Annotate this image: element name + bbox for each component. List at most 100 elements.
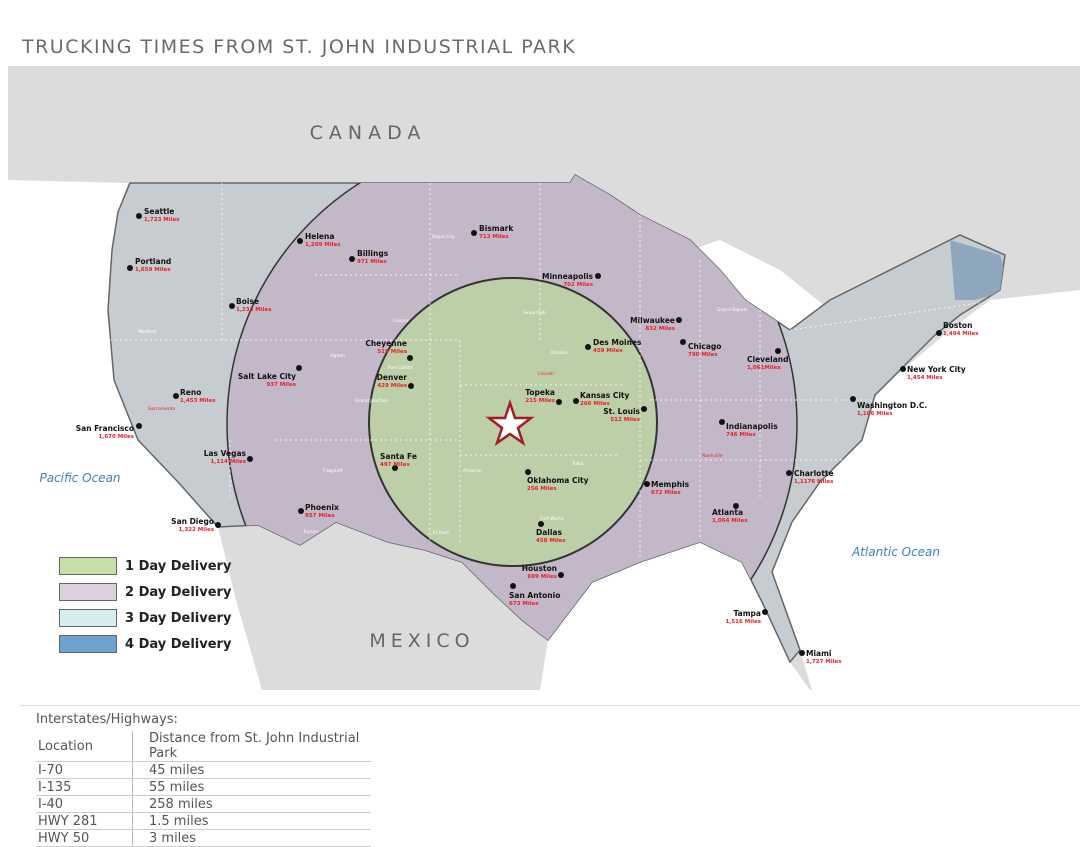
city-dot — [408, 383, 414, 389]
legend-swatch — [59, 609, 117, 627]
city-name: Billings — [357, 249, 389, 258]
city-dot — [556, 399, 562, 405]
city-name: Houston — [522, 564, 557, 573]
city-name: Bismark — [479, 224, 514, 233]
city-dot — [297, 238, 303, 244]
city-distance: 1,727 Miles — [806, 659, 842, 665]
city-distance: 1,670 Miles — [98, 434, 134, 440]
page-title: TRUCKING TIMES FROM ST. JOHN INDUSTRIAL … — [22, 36, 577, 58]
minor-city-label: El Paso — [433, 530, 449, 536]
city-dot — [349, 256, 355, 262]
city-name: San Antonio — [509, 591, 560, 600]
city-dot — [799, 650, 805, 656]
table-row: HWY 281 1.5 miles — [36, 812, 371, 830]
city-dot — [127, 265, 133, 271]
city-name: San Francisco — [76, 424, 134, 433]
minor-city-label: Flagstaff — [323, 468, 343, 474]
legend-label: 2 Day Delivery — [125, 584, 232, 600]
minor-city-label: Ogden — [330, 353, 345, 359]
cell: I-40 — [36, 795, 133, 813]
city-name: Phoenix — [305, 503, 339, 512]
city-name: Milwaukee — [630, 316, 675, 325]
city-distance: 1,233 Miles — [236, 307, 272, 313]
city-dot — [733, 503, 739, 509]
city-dot — [676, 317, 682, 323]
city-dot — [525, 469, 531, 475]
cell: 258 miles — [132, 795, 371, 813]
city-name: Santa Fe — [380, 452, 417, 461]
minor-city-label: Sioux Falls — [523, 310, 547, 316]
city-distance: 1,061Miles — [747, 365, 781, 371]
legend-item-3-day: 3 Day Delivery — [59, 605, 231, 631]
divider — [20, 705, 1080, 706]
city-dot — [786, 470, 792, 476]
atlantic-area — [772, 290, 1080, 690]
city-dot — [296, 365, 302, 371]
legend-item-2-day: 2 Day Delivery — [59, 579, 231, 605]
legend: 1 Day Delivery 2 Day Delivery 3 Day Deli… — [59, 553, 231, 657]
city-distance: 1,516 Miles — [725, 619, 761, 625]
city-dot — [762, 609, 768, 615]
cell: HWY 281 — [36, 812, 133, 830]
city-distance: 1,454 Miles — [907, 375, 943, 381]
pacific-ocean-label: Pacific Ocean — [39, 471, 120, 485]
cell: 45 miles — [132, 761, 371, 779]
legend-label: 4 Day Delivery — [125, 636, 232, 652]
table-row: HWY 50 3 miles — [36, 829, 371, 847]
city-dot — [719, 419, 725, 425]
city-dot — [585, 344, 591, 350]
city-distance: 1,453 Miles — [180, 398, 216, 404]
canada-label: CANADA — [310, 122, 427, 144]
city-name: Boise — [236, 297, 259, 306]
city-distance: 519 Miles — [377, 349, 407, 355]
legend-item-1-day: 1 Day Delivery — [59, 553, 231, 579]
city-distance: 497 Miles — [380, 462, 410, 468]
city-dot — [573, 398, 579, 404]
4-day-zone-maine — [950, 240, 1005, 300]
city-dot — [680, 339, 686, 345]
city-dot — [936, 330, 942, 336]
minor-city-label: Fort Collins — [388, 365, 414, 371]
city-dot — [558, 572, 564, 578]
minor-city-label: Casper — [393, 318, 409, 324]
city-name: Memphis — [651, 480, 690, 489]
city-name: New York City — [907, 365, 966, 374]
city-name: Indianapolis — [726, 422, 778, 431]
table-row: I-40 258 miles — [36, 795, 371, 813]
city-distance: 702 Miles — [563, 282, 593, 288]
minor-city-label: Grand Rapids — [717, 307, 748, 313]
city-dot — [407, 355, 413, 361]
city-distance: 1,1176 Miles — [794, 479, 834, 485]
minor-city-label: Lincoln — [538, 371, 554, 377]
table-header: Location Distance from St. John Industria… — [36, 731, 371, 762]
city-distance: 1,723 Miles — [144, 217, 180, 223]
city-dot — [775, 348, 781, 354]
st-john-star-icon — [485, 399, 535, 447]
city-distance: 937 Miles — [266, 382, 296, 388]
city-marker: Washington D.C.1,186 Miles — [850, 396, 927, 417]
city-distance: 256 Miles — [527, 486, 557, 492]
city-name: Seattle — [144, 207, 174, 216]
atlantic-ocean-label: Atlantic Ocean — [851, 545, 940, 559]
city-distance: 713 Miles — [479, 234, 509, 240]
city-name: Oklahoma City — [527, 476, 589, 485]
table-row: I-70 45 miles — [36, 761, 371, 779]
city-name: Minneapolis — [542, 272, 594, 281]
city-dot — [173, 393, 179, 399]
city-name: Chicago — [688, 342, 721, 351]
